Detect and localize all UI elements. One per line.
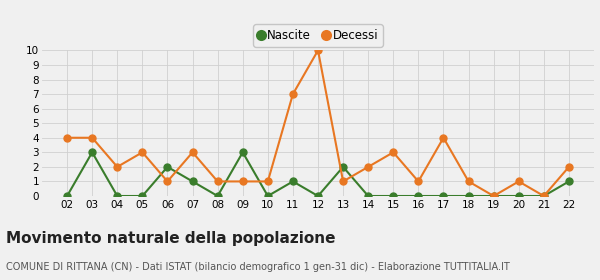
Text: COMUNE DI RITTANA (CN) - Dati ISTAT (bilancio demografico 1 gen-31 dic) - Elabor: COMUNE DI RITTANA (CN) - Dati ISTAT (bil… <box>6 262 510 272</box>
Text: Movimento naturale della popolazione: Movimento naturale della popolazione <box>6 231 335 246</box>
Legend: Nascite, Decessi: Nascite, Decessi <box>253 24 383 47</box>
